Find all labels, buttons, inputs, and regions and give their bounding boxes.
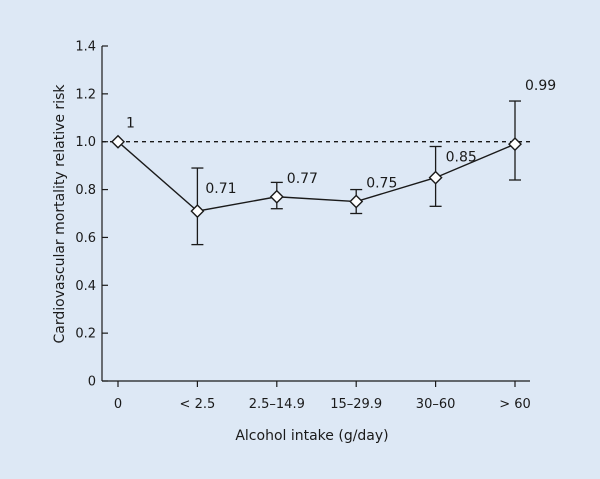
y-axis-title: Cardiovascular mortality relative risk xyxy=(52,84,68,344)
data-label: 0.75 xyxy=(366,176,397,192)
y-tick-label: 0.4 xyxy=(75,279,96,294)
y-tick-label: 1.2 xyxy=(75,87,96,102)
data-label: 0.99 xyxy=(525,78,556,94)
x-tick-label: 30–60 xyxy=(416,397,456,412)
x-tick-label: 15–29.9 xyxy=(330,397,382,412)
x-tick-label: < 2.5 xyxy=(180,397,216,412)
y-tick-label: 0.2 xyxy=(75,327,96,342)
data-label: 0.77 xyxy=(287,171,318,187)
y-tick-label: 0.8 xyxy=(75,183,96,198)
axes-layer: 0 0.2 0.4 0.6 0.8 1.0 1.2 1.4 0 < 2.5 2.5–14.9 15–2… xyxy=(75,40,530,413)
data-label: 0.85 xyxy=(446,150,477,166)
x-tick-label: 0 xyxy=(114,397,122,412)
series-layer xyxy=(111,100,522,246)
series-line xyxy=(117,141,516,212)
x-tick-label: 2.5–14.9 xyxy=(249,397,305,412)
data-point xyxy=(349,194,364,209)
y-tick-label: 1.0 xyxy=(75,135,96,150)
labels-layer: 1 0.71 0.77 0.75 0.85 0.99 xyxy=(126,78,556,197)
data-label: 1 xyxy=(126,116,135,132)
data-point xyxy=(269,189,284,204)
x-tick-label: > 60 xyxy=(499,397,531,412)
x-axis-title: Alcohol intake (g/day) xyxy=(235,428,388,444)
data-label: 0.71 xyxy=(205,181,236,197)
y-tick-label: 1.4 xyxy=(75,40,96,55)
data-point xyxy=(111,134,125,149)
y-tick-label: 0.6 xyxy=(75,231,96,246)
data-point xyxy=(508,137,522,152)
data-point xyxy=(428,170,443,185)
data-point xyxy=(190,204,205,219)
y-tick-label: 0 xyxy=(88,375,96,390)
